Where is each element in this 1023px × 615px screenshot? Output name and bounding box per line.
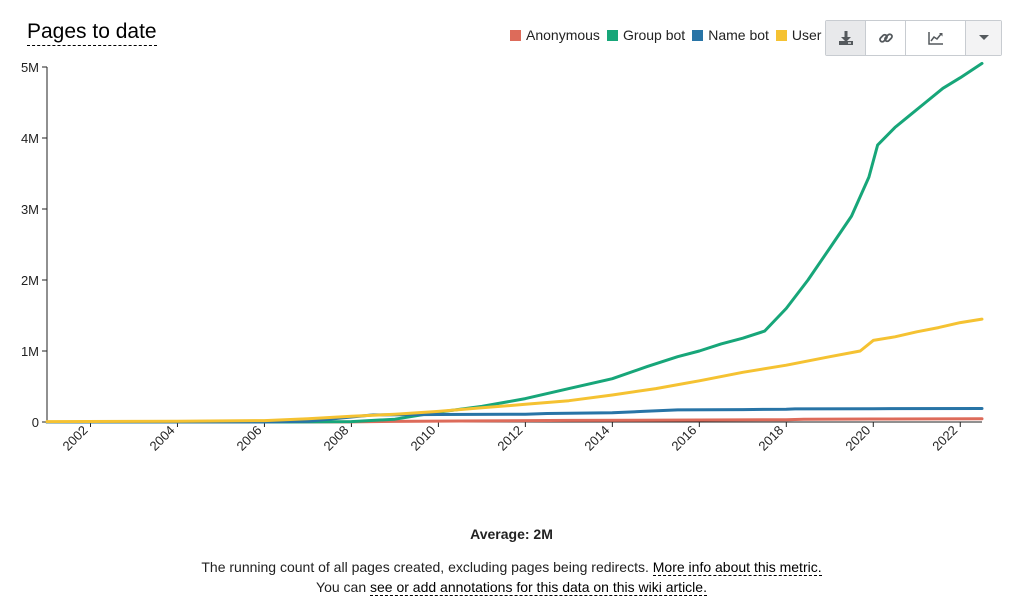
legend-label-user: User xyxy=(791,27,822,43)
download-icon xyxy=(838,31,853,45)
x-tick-label: 2008 xyxy=(320,423,351,454)
x-tick-label: 2014 xyxy=(581,423,612,454)
link-icon xyxy=(878,33,893,43)
y-tick-label: 2M xyxy=(21,273,39,288)
legend-swatch-anonymous xyxy=(510,29,521,41)
annotation-prefix: You can xyxy=(316,579,367,595)
legend-label-group-bot: Group bot xyxy=(622,27,686,43)
legend-swatch-group-bot xyxy=(606,29,618,41)
chart-title[interactable]: Pages to date xyxy=(27,20,157,46)
chart-type-button[interactable] xyxy=(906,21,966,55)
link-button[interactable] xyxy=(866,21,906,55)
x-tick-label: 2018 xyxy=(755,423,786,454)
legend-item-name-bot[interactable]: Name bot xyxy=(692,27,769,43)
x-tick-label: 2010 xyxy=(407,423,438,454)
x-tick-label: 2016 xyxy=(668,423,699,454)
annotation-note: You can see or add annotations for this … xyxy=(0,579,1023,596)
legend-label-name-bot: Name bot xyxy=(708,27,769,43)
metric-description: The running count of all pages created, … xyxy=(0,559,1023,576)
download-button[interactable] xyxy=(826,21,866,55)
x-tick-label: 2012 xyxy=(494,423,525,454)
series-line-user xyxy=(45,317,984,424)
legend-swatch-name-bot xyxy=(692,29,704,41)
more-info-link[interactable]: More info about this metric. xyxy=(652,559,822,576)
series-line-name-bot xyxy=(45,407,984,424)
y-tick-label: 5M xyxy=(21,60,39,75)
line-chart-icon xyxy=(927,32,943,45)
caret-down-icon xyxy=(978,35,989,40)
x-tick-label: 2002 xyxy=(60,423,91,454)
y-tick-label: 1M xyxy=(21,344,39,359)
x-tick-label: 2022 xyxy=(929,423,960,454)
y-tick-label: 3M xyxy=(21,202,39,217)
line-chart: 0 1M 2M 3M 4M 5M 2002 2004 2006 2008 2010 2012 2014 2… xyxy=(21,60,984,454)
x-tick-label: 2004 xyxy=(147,423,178,454)
legend-item-user[interactable]: User xyxy=(775,27,822,43)
chart-toolbar xyxy=(825,20,1002,56)
legend-label-anonymous: Anonymous xyxy=(526,27,600,43)
chart-legend: Anonymous Group bot Name bot User xyxy=(510,27,821,43)
x-tick-label: 2006 xyxy=(234,423,265,454)
legend-item-anonymous[interactable]: Anonymous xyxy=(510,27,600,43)
annotations-link[interactable]: see or add annotations for this data on … xyxy=(370,579,707,596)
legend-item-group-bot[interactable]: Group bot xyxy=(606,27,686,43)
series-line-group-bot xyxy=(45,61,984,424)
y-tick-label: 4M xyxy=(21,131,39,146)
y-tick-label: 0 xyxy=(32,415,39,430)
legend-swatch-user xyxy=(775,29,787,41)
average-label: Average: 2M xyxy=(470,526,553,542)
chart-options-dropdown[interactable] xyxy=(966,21,1001,55)
description-text: The running count of all pages created, … xyxy=(201,559,649,575)
x-tick-label: 2020 xyxy=(842,423,873,454)
